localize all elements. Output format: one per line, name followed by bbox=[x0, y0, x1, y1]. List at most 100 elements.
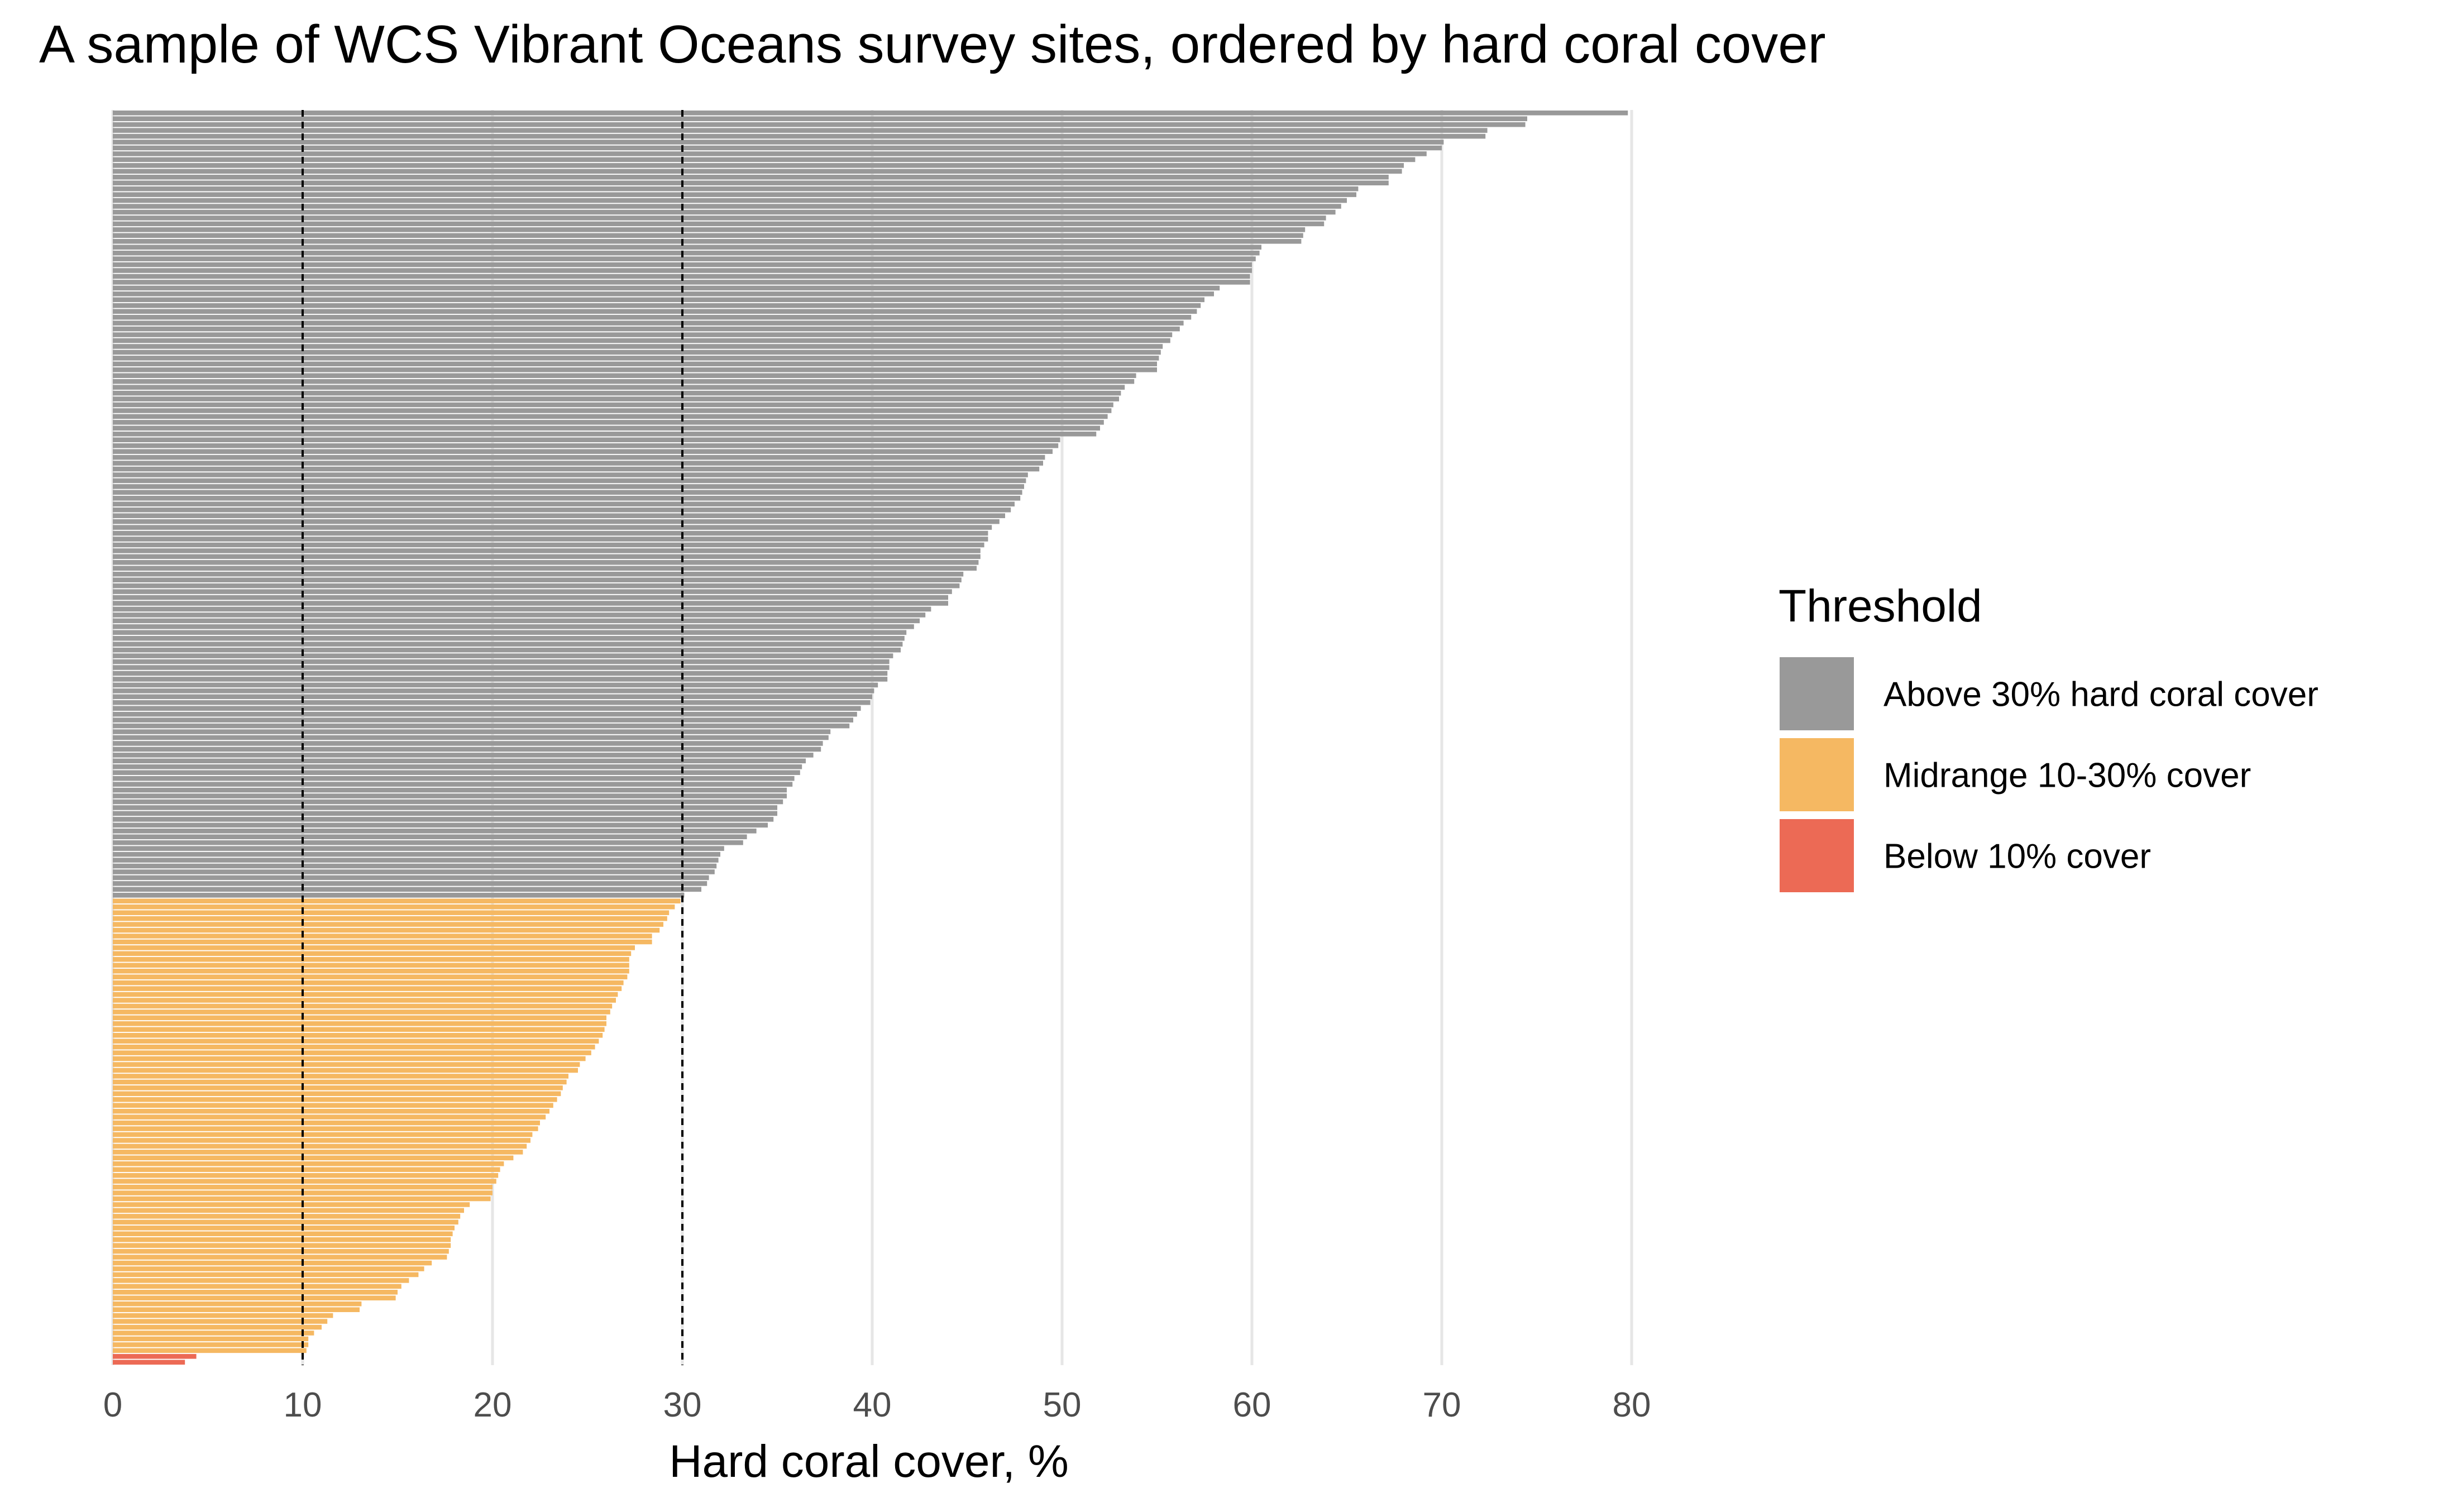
bar bbox=[113, 1272, 419, 1277]
bar bbox=[113, 1132, 533, 1137]
bar bbox=[113, 583, 960, 588]
bar bbox=[113, 1336, 309, 1342]
bar bbox=[113, 145, 1442, 151]
bar bbox=[113, 671, 888, 676]
bar bbox=[113, 1044, 595, 1050]
bar bbox=[113, 735, 829, 740]
bar bbox=[113, 1255, 447, 1260]
bar bbox=[113, 571, 964, 577]
x-tick-label: 80 bbox=[1613, 1386, 1651, 1424]
bar bbox=[113, 653, 893, 658]
bar bbox=[113, 560, 979, 565]
bar bbox=[113, 519, 1000, 524]
bar bbox=[113, 367, 1157, 372]
bar bbox=[113, 461, 1043, 466]
bar bbox=[113, 338, 1170, 343]
bar bbox=[113, 1138, 530, 1143]
x-axis-label: Hard coral cover, % bbox=[669, 1436, 1069, 1487]
bar bbox=[113, 939, 652, 945]
bar bbox=[113, 776, 795, 781]
bar bbox=[113, 624, 914, 629]
bar bbox=[113, 963, 629, 968]
bar bbox=[113, 618, 920, 624]
bar bbox=[113, 647, 901, 653]
bar bbox=[113, 454, 1045, 460]
bar bbox=[113, 285, 1220, 291]
bar bbox=[113, 1342, 309, 1347]
bar bbox=[113, 1260, 432, 1266]
bar bbox=[113, 472, 1028, 477]
bar bbox=[113, 1091, 561, 1097]
bar bbox=[113, 1085, 563, 1090]
bar bbox=[113, 356, 1159, 361]
bar bbox=[113, 256, 1256, 261]
bar bbox=[113, 496, 1021, 501]
bar bbox=[113, 507, 1011, 513]
bar bbox=[113, 1161, 504, 1166]
bar bbox=[113, 753, 814, 758]
bar bbox=[113, 204, 1341, 209]
bar bbox=[113, 350, 1161, 355]
bar bbox=[113, 133, 1486, 139]
bar bbox=[113, 665, 890, 670]
legend-label: Above 30% hard coral cover bbox=[1883, 676, 2318, 714]
bar bbox=[113, 881, 707, 886]
bar bbox=[113, 747, 821, 752]
bar bbox=[113, 525, 992, 530]
bar bbox=[113, 1295, 396, 1301]
bar bbox=[113, 927, 660, 933]
legend-title: Threshold bbox=[1779, 581, 1982, 631]
bar bbox=[113, 1027, 605, 1032]
bar bbox=[113, 1179, 496, 1184]
bar bbox=[113, 595, 948, 600]
bar bbox=[113, 1032, 603, 1038]
bar bbox=[113, 501, 1015, 507]
bar bbox=[113, 186, 1359, 192]
x-tick-label: 50 bbox=[1043, 1386, 1082, 1424]
bar bbox=[113, 478, 1026, 484]
bar bbox=[113, 869, 715, 874]
legend: Threshold Above 30% hard coral cover Midr… bbox=[1779, 581, 2318, 892]
bar bbox=[113, 216, 1326, 221]
bar bbox=[113, 589, 952, 594]
bar bbox=[113, 893, 685, 898]
bar bbox=[113, 1103, 553, 1108]
bar bbox=[113, 1307, 360, 1312]
bar bbox=[113, 998, 616, 1003]
bar bbox=[113, 1062, 580, 1067]
bar bbox=[113, 817, 774, 822]
bar bbox=[113, 986, 622, 991]
bar bbox=[113, 1167, 500, 1173]
bar bbox=[113, 613, 926, 618]
x-tick-label: 30 bbox=[663, 1386, 702, 1424]
bar bbox=[113, 390, 1121, 396]
bar bbox=[113, 250, 1260, 256]
bar bbox=[113, 1120, 540, 1126]
bar bbox=[113, 764, 802, 769]
bar bbox=[113, 280, 1250, 285]
bar bbox=[113, 1143, 527, 1149]
bar bbox=[113, 887, 701, 892]
bar bbox=[113, 227, 1306, 232]
bar bbox=[113, 396, 1119, 401]
bar bbox=[113, 1290, 398, 1295]
bar bbox=[113, 793, 787, 798]
bar bbox=[113, 1108, 549, 1114]
bar bbox=[113, 1184, 493, 1190]
bar bbox=[113, 163, 1404, 168]
bar bbox=[113, 268, 1252, 273]
bar bbox=[113, 606, 931, 612]
bar bbox=[113, 414, 1108, 419]
bar bbox=[113, 174, 1389, 180]
bar bbox=[113, 642, 903, 647]
bar bbox=[113, 314, 1192, 320]
bar bbox=[113, 1126, 538, 1131]
x-tick-label: 20 bbox=[474, 1386, 512, 1424]
bar bbox=[113, 542, 984, 548]
bar bbox=[113, 209, 1336, 215]
bar bbox=[113, 717, 853, 722]
bar bbox=[113, 858, 719, 863]
bar bbox=[113, 1056, 586, 1061]
bar bbox=[113, 443, 1059, 448]
bar bbox=[113, 1173, 499, 1178]
